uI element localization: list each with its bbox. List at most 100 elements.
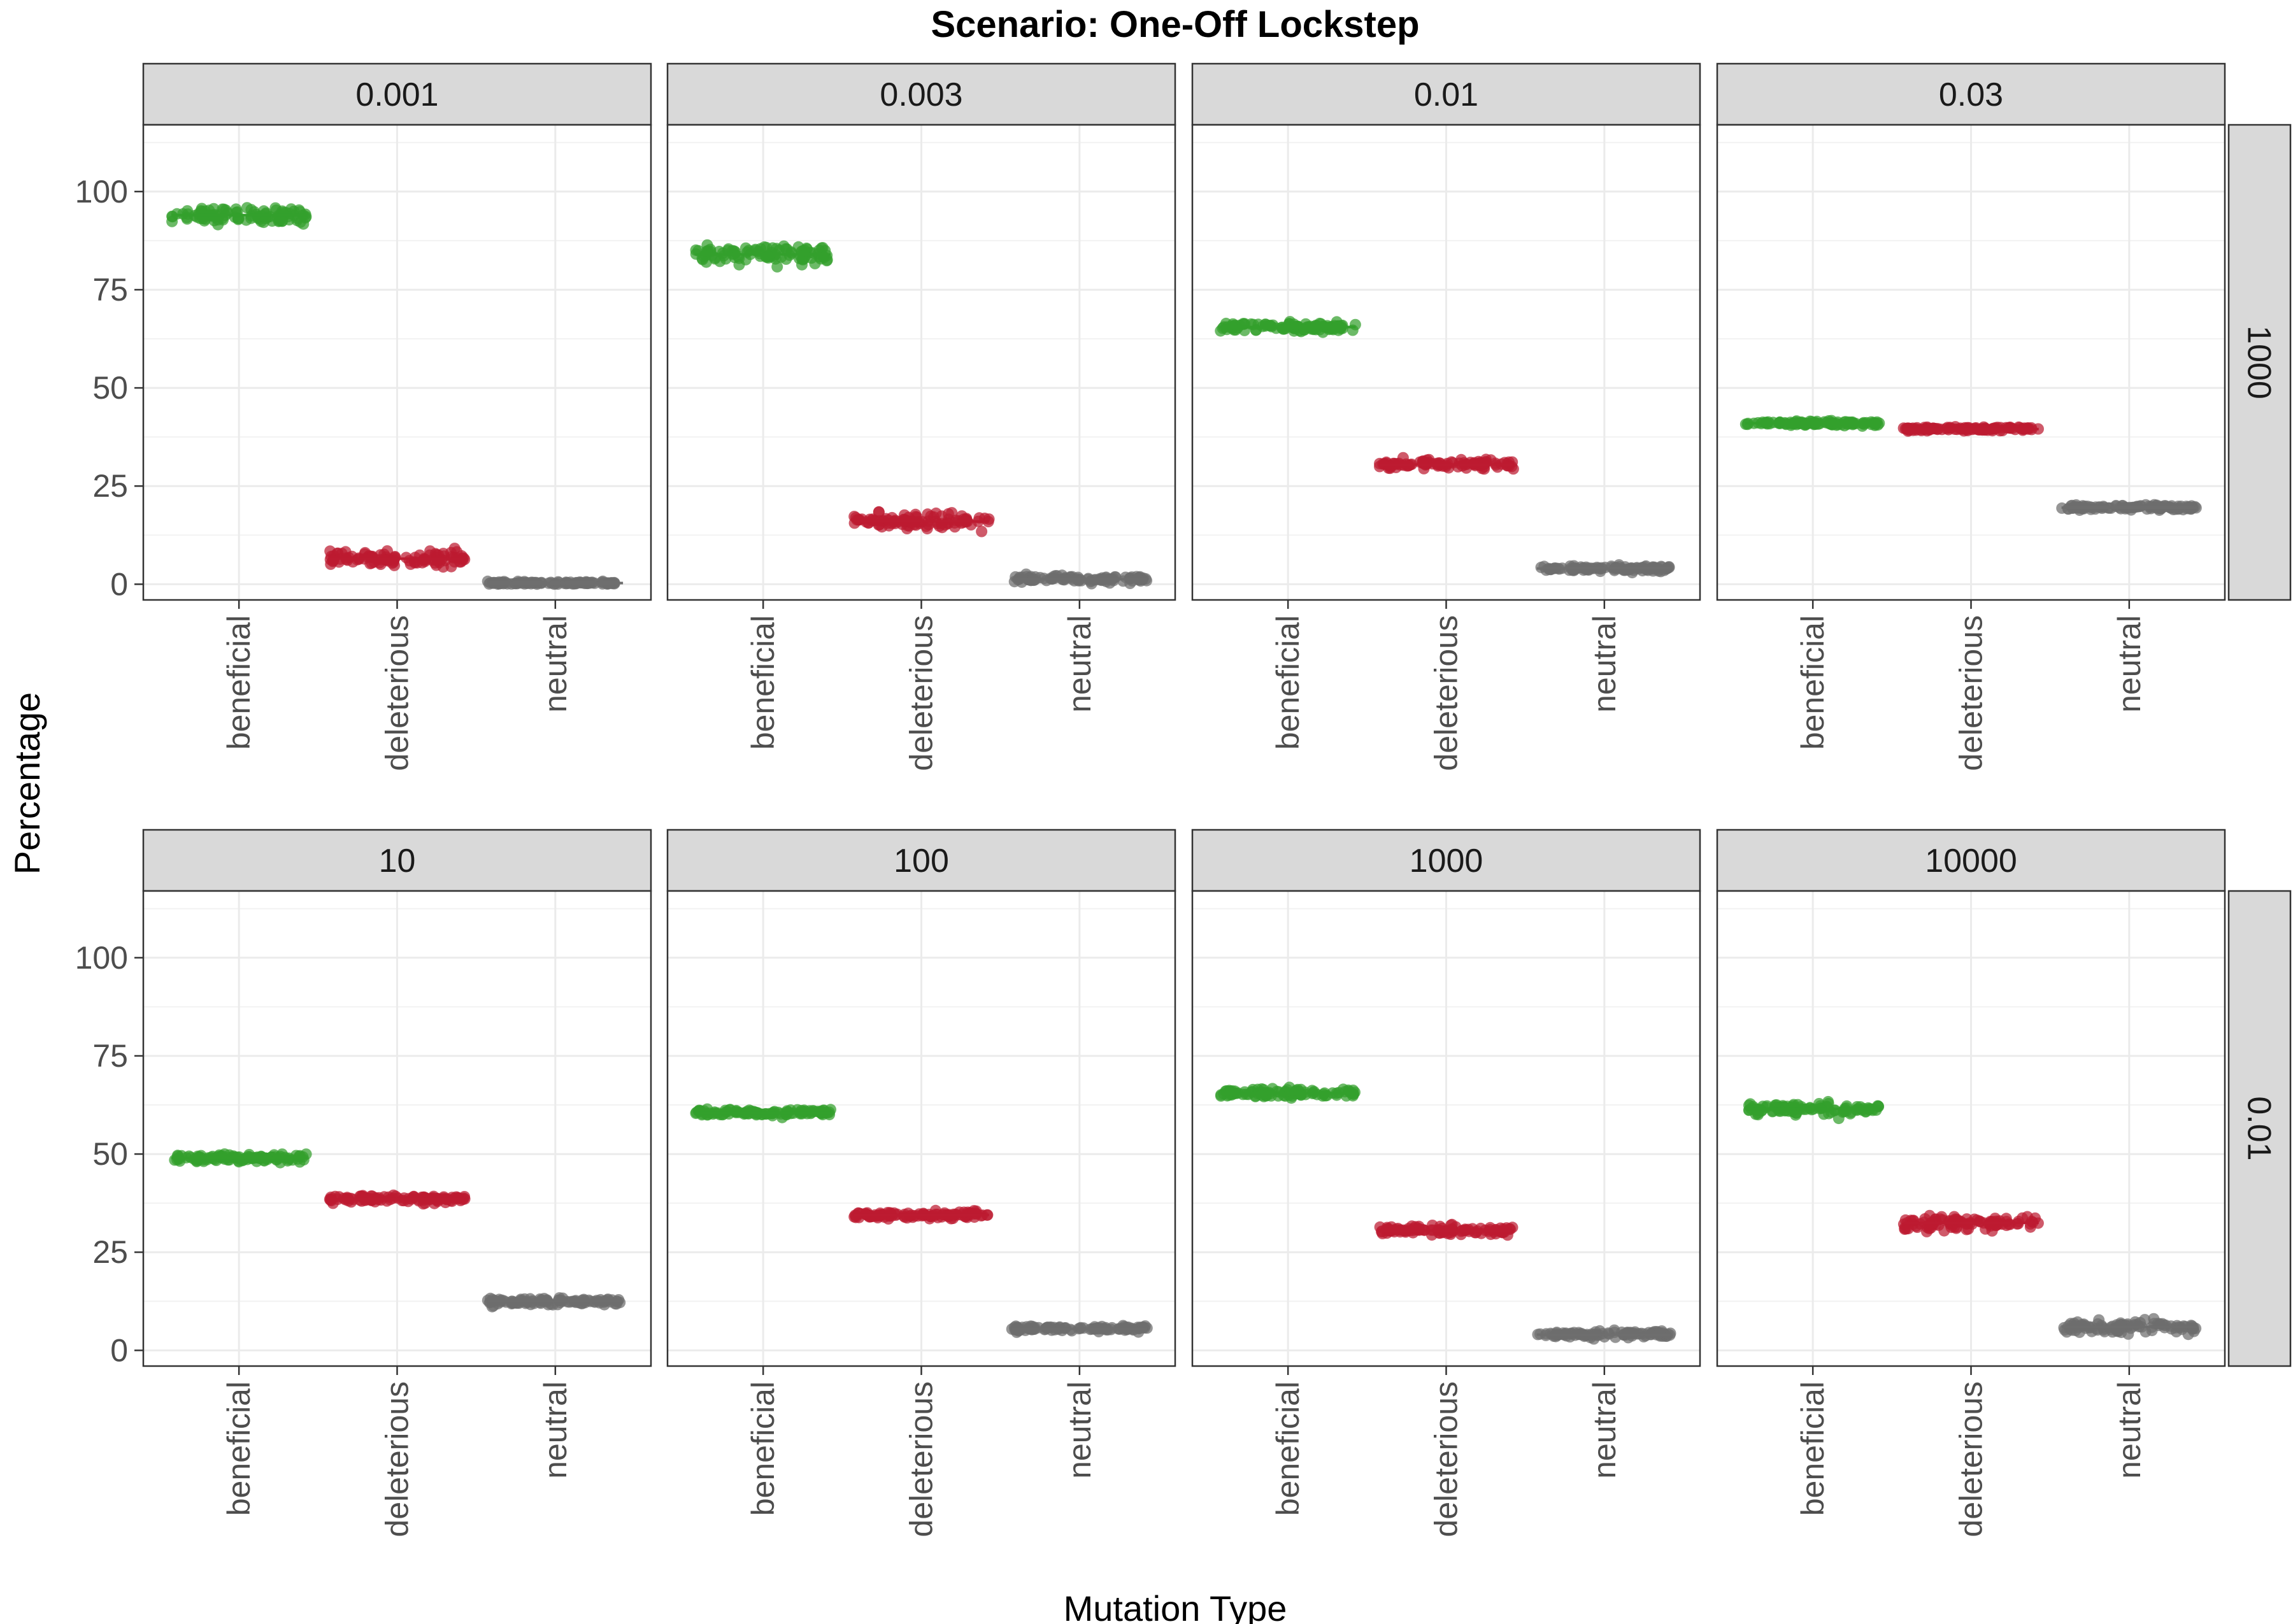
facet-strip-label: 0.001: [355, 76, 438, 113]
data-point-neutral: [1608, 1327, 1620, 1339]
x-tick-label: deleterious: [1429, 1381, 1464, 1537]
facet-strip: [1191, 62, 1701, 126]
x-tick-label: beneficial: [221, 615, 257, 750]
data-point-deleterious: [1468, 457, 1480, 469]
data-point-beneficial: [809, 257, 821, 269]
data-point-beneficial: [741, 1106, 753, 1118]
data-point-neutral: [1643, 1327, 1655, 1339]
y-tick-label: 50: [92, 1136, 128, 1172]
data-point-beneficial: [739, 242, 752, 254]
facet-panel-0.01-row0: 0.01 beneficial deleterious neutral: [1191, 62, 1701, 771]
data-point-beneficial: [730, 1104, 742, 1116]
points-beneficial: [1739, 415, 1885, 432]
chart-title: Scenario: One-Off Lockstep: [931, 4, 1419, 45]
data-point-beneficial: [709, 253, 721, 265]
x-tick-label: beneficial: [745, 1381, 781, 1516]
panels-layer: 0.001 beneficial deleterious neutral 0 25 50 75…: [75, 62, 2292, 1537]
data-point-deleterious: [1902, 1223, 1914, 1235]
points-deleterious: [1897, 421, 2044, 437]
data-point-beneficial: [171, 208, 183, 220]
data-point-beneficial: [1308, 1086, 1320, 1098]
row-strip-0: 1000: [2227, 124, 2292, 601]
data-point-beneficial: [1822, 1098, 1834, 1109]
data-point-deleterious: [1412, 1222, 1424, 1234]
facet-strip-label: 1000: [1410, 843, 1483, 880]
data-point-beneficial: [291, 215, 303, 226]
data-point-deleterious: [424, 545, 436, 557]
data-point-neutral: [2090, 1323, 2103, 1335]
data-point-neutral: [2066, 1319, 2078, 1331]
points-neutral: [2058, 1313, 2202, 1341]
data-point-neutral: [2062, 503, 2075, 515]
data-point-deleterious: [848, 517, 861, 529]
facet-panel-100-row1: 100 beneficial deleterious neutral: [666, 829, 1176, 1537]
x-tick-label: neutral: [538, 615, 573, 713]
data-point-neutral: [1655, 560, 1667, 573]
data-point-beneficial: [798, 244, 810, 256]
points-deleterious: [1374, 452, 1519, 475]
facet-strip: [142, 829, 652, 892]
facet-panel-1000-row1: 1000 beneficial deleterious neutral: [1191, 829, 1701, 1537]
facet-strip: [666, 829, 1176, 892]
points-neutral: [482, 1292, 626, 1313]
points-deleterious: [848, 1204, 994, 1225]
points-neutral: [2056, 499, 2202, 516]
y-axis-title: Percentage: [7, 692, 47, 874]
facet-panel-10000-row1: 10000 beneficial deleterious neutral: [1716, 829, 2226, 1537]
data-point-neutral: [1020, 1321, 1032, 1333]
data-point-deleterious: [445, 560, 457, 573]
row-strip-label: 0.01: [2241, 1096, 2278, 1160]
points-neutral: [482, 575, 624, 590]
x-tick-label: beneficial: [1795, 1381, 1831, 1516]
data-point-neutral: [1075, 574, 1087, 587]
data-point-beneficial: [241, 202, 253, 214]
data-point-beneficial: [817, 242, 829, 253]
x-axis-title: Mutation Type: [1064, 1588, 1287, 1624]
y-tick-label: 75: [92, 272, 128, 308]
facet-strip-label: 0.01: [1414, 76, 1478, 113]
row-strip-1: 0.01: [2227, 890, 2292, 1367]
x-tick-label: deleterious: [1954, 615, 1989, 771]
points-neutral: [1008, 568, 1153, 590]
row-strip-box: [2227, 124, 2292, 601]
data-point-beneficial: [196, 203, 208, 215]
x-tick-label: neutral: [1587, 615, 1622, 713]
x-tick-label: neutral: [1587, 1381, 1622, 1479]
facet-strip-label: 0.03: [1939, 76, 2003, 113]
data-point-beneficial: [1832, 1113, 1845, 1125]
data-point-deleterious: [1959, 422, 1971, 434]
data-point-deleterious: [448, 543, 461, 555]
data-point-deleterious: [956, 510, 968, 522]
data-point-beneficial: [1267, 319, 1279, 331]
points-deleterious: [1897, 1209, 2044, 1237]
data-point-deleterious: [861, 1207, 873, 1219]
data-point-deleterious: [325, 558, 337, 570]
data-point-deleterious: [1403, 460, 1415, 472]
data-point-deleterious: [1504, 1223, 1517, 1236]
data-point-beneficial: [1273, 1086, 1285, 1098]
data-point-deleterious: [1419, 457, 1431, 469]
y-tick-label: 0: [110, 1332, 128, 1368]
x-tick-label: deleterious: [1429, 615, 1464, 771]
facet-panel-0.001-row0: 0.001 beneficial deleterious neutral 0 25 50 75…: [75, 62, 652, 771]
x-tick-label: deleterious: [380, 615, 415, 771]
points-neutral: [1535, 559, 1675, 579]
points-beneficial: [1743, 1095, 1885, 1125]
data-point-neutral: [2188, 1325, 2200, 1337]
data-point-deleterious: [1507, 463, 1519, 475]
data-point-deleterious: [1962, 1223, 1975, 1235]
data-point-beneficial: [1277, 323, 1289, 335]
data-point-beneficial: [701, 239, 713, 251]
data-point-neutral: [1538, 560, 1550, 573]
facet-strip: [666, 62, 1176, 126]
data-point-deleterious: [964, 1207, 976, 1219]
data-point-beneficial: [780, 1108, 792, 1120]
points-neutral: [1532, 1324, 1676, 1345]
points-beneficial: [1215, 316, 1361, 338]
data-point-beneficial: [778, 240, 790, 252]
data-point-neutral: [1042, 1321, 1054, 1333]
data-point-beneficial: [252, 211, 264, 223]
data-point-deleterious: [1925, 1219, 1938, 1230]
data-point-deleterious: [942, 508, 954, 520]
facet-strip-label: 10000: [1925, 843, 2017, 880]
